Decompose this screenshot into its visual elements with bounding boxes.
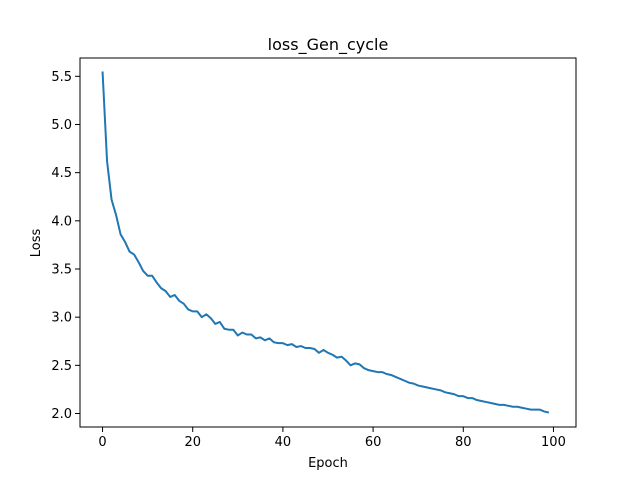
y-axis-ticks: 2.0 2.5 3.0 3.5 4.0 4.5 5.0 5.5 xyxy=(51,70,80,422)
y-tick-label: 3.0 xyxy=(51,311,72,326)
y-tick-label: 4.5 xyxy=(51,166,72,181)
y-tick-label: 2.5 xyxy=(51,359,72,374)
y-tick-label: 3.5 xyxy=(51,262,72,277)
x-tick-label: 100 xyxy=(541,435,566,450)
chart-title: loss_Gen_cycle xyxy=(268,35,389,55)
y-tick-label: 5.0 xyxy=(51,118,72,133)
x-tick-label: 60 xyxy=(365,435,382,450)
y-tick-label: 4.0 xyxy=(51,214,72,229)
x-tick-label: 20 xyxy=(184,435,201,450)
series-line-0 xyxy=(101,71,550,414)
x-tick-label: 80 xyxy=(455,435,472,450)
y-tick-label: 2.0 xyxy=(51,407,72,422)
x-tick-label: 40 xyxy=(275,435,292,450)
plot-area xyxy=(101,71,550,414)
plot-frame xyxy=(79,57,577,428)
x-axis-ticks: 0 20 40 60 80 100 xyxy=(98,427,566,450)
x-tick-label: 0 xyxy=(98,435,106,450)
y-axis-label: Loss xyxy=(29,229,44,258)
y-tick-label: 5.5 xyxy=(51,70,72,85)
x-axis-label: Epoch xyxy=(308,456,348,471)
